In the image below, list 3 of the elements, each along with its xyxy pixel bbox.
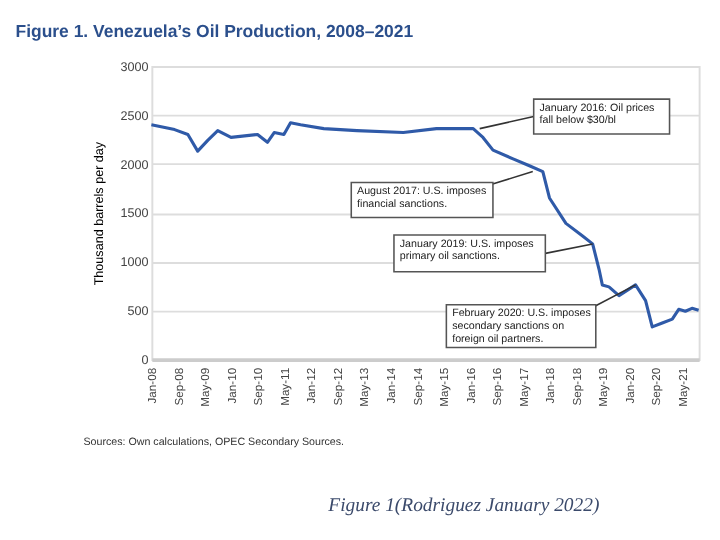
chart-title: Figure 1. Venezuela’s Oil Production, 2008–2021 xyxy=(15,21,414,41)
line-series xyxy=(149,121,701,329)
caption: Figure 1(Rodriguez January 2022) xyxy=(326,494,600,517)
